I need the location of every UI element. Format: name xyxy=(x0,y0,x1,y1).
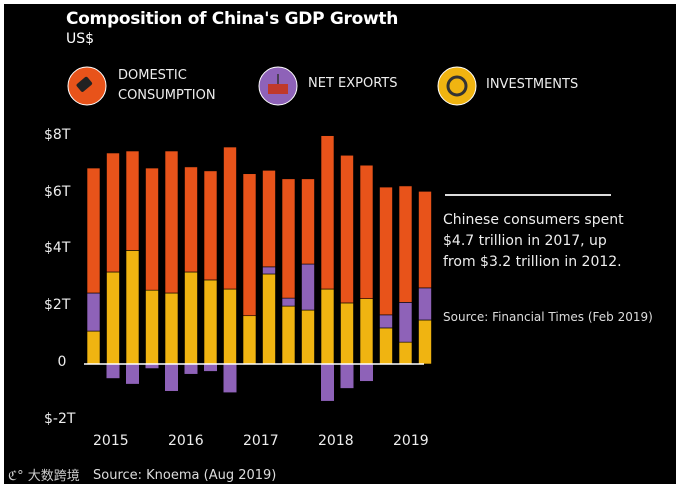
bar-investments-3 xyxy=(145,289,159,365)
chart-subtitle: US$ xyxy=(66,31,95,47)
bar-consumption-17 xyxy=(418,191,432,289)
bar-consumption-14 xyxy=(359,164,374,299)
bar-investments-16 xyxy=(398,341,413,365)
bar-net-exports-9 xyxy=(262,266,276,275)
bar-investments-0 xyxy=(86,330,101,365)
y-tick-label: $6T xyxy=(44,183,71,200)
bar-net-exports-1 xyxy=(106,364,120,379)
container-glyph xyxy=(268,84,288,94)
bar-investments-8 xyxy=(242,315,257,365)
legend-label-investments: INVESTMENTS xyxy=(486,77,579,92)
y-tick-label: $4T xyxy=(44,240,71,257)
x-tick-label: 2015 xyxy=(93,433,129,449)
price-tag-glyph xyxy=(76,76,93,92)
bar-investments-4 xyxy=(164,292,179,365)
pie-glyph xyxy=(446,75,468,97)
legend-label-net-exports: NET EXPORTS xyxy=(308,76,398,91)
annotation-source: Source: Financial Times (Feb 2019) xyxy=(443,310,653,324)
bar-investments-1 xyxy=(106,271,120,365)
bar-net-exports-17 xyxy=(418,287,432,321)
bar-investments-13 xyxy=(340,302,354,365)
bar-consumption-5 xyxy=(184,166,198,273)
bar-consumption-4 xyxy=(164,150,179,294)
bar-net-exports-0 xyxy=(86,292,101,332)
x-tick-label: 2019 xyxy=(393,433,429,449)
bar-net-exports-3 xyxy=(145,364,159,369)
bar-net-exports-16 xyxy=(398,302,413,343)
chart-title: Composition of China's GDP Growth xyxy=(66,9,399,29)
bar-net-exports-13 xyxy=(340,364,354,389)
bar-investments-15 xyxy=(379,327,393,365)
bar-net-exports-4 xyxy=(165,364,178,391)
bar-consumption-15 xyxy=(379,186,393,316)
bar-net-exports-5 xyxy=(184,364,198,374)
y-tick-label: 0 xyxy=(57,354,67,370)
bar-consumption-11 xyxy=(301,178,315,265)
bar-net-exports-7 xyxy=(223,364,237,393)
bar-consumption-3 xyxy=(145,167,159,291)
footer-source: Source: Knoema (Aug 2019) xyxy=(93,468,277,483)
bar-consumption-12 xyxy=(320,135,335,290)
bar-consumption-0 xyxy=(86,167,101,294)
x-tick-label: 2016 xyxy=(168,433,204,449)
bar-consumption-1 xyxy=(106,152,120,273)
bar-investments-11 xyxy=(301,309,315,365)
bar-investments-2 xyxy=(125,250,140,365)
bar-investments-14 xyxy=(359,298,374,365)
bar-net-exports-2 xyxy=(126,364,139,384)
bar-consumption-10 xyxy=(281,178,296,299)
bar-net-exports-11 xyxy=(301,263,315,311)
bar-consumption-7 xyxy=(223,146,237,290)
bar-investments-7 xyxy=(223,288,237,365)
bar-investments-10 xyxy=(281,305,296,365)
x-tick-label: 2018 xyxy=(318,433,354,449)
bar-net-exports-10 xyxy=(281,297,296,307)
y-tick-label: $2T xyxy=(44,297,71,314)
legend-label-consumption: DOMESTIC CONSUMPTION xyxy=(118,68,216,103)
bar-consumption-16 xyxy=(398,185,413,303)
bar-investments-12 xyxy=(320,288,335,365)
bar-consumption-13 xyxy=(340,154,354,304)
bar-consumption-6 xyxy=(203,170,218,281)
x-tick-label: 2017 xyxy=(243,433,279,449)
watermark-logo: ℭ° 大数跨境 xyxy=(8,469,80,484)
bar-consumption-8 xyxy=(242,173,257,317)
bar-net-exports-14 xyxy=(360,364,373,382)
bar-consumption-2 xyxy=(125,150,140,251)
bar-net-exports-6 xyxy=(204,364,217,372)
annotation-text: Chinese consumers spent $4.7 trillion in… xyxy=(443,212,624,270)
y-tick-label: $8T xyxy=(44,126,71,143)
bar-net-exports-15 xyxy=(379,314,393,329)
bar-net-exports-12 xyxy=(321,364,334,401)
bar-investments-6 xyxy=(203,279,218,365)
bar-investments-5 xyxy=(184,271,198,365)
bar-consumption-9 xyxy=(262,170,276,268)
pie-chart-icon xyxy=(437,66,477,106)
bar-investments-17 xyxy=(418,319,432,365)
bar-investments-9 xyxy=(262,273,276,365)
y-tick-label: $-2T xyxy=(44,410,76,427)
